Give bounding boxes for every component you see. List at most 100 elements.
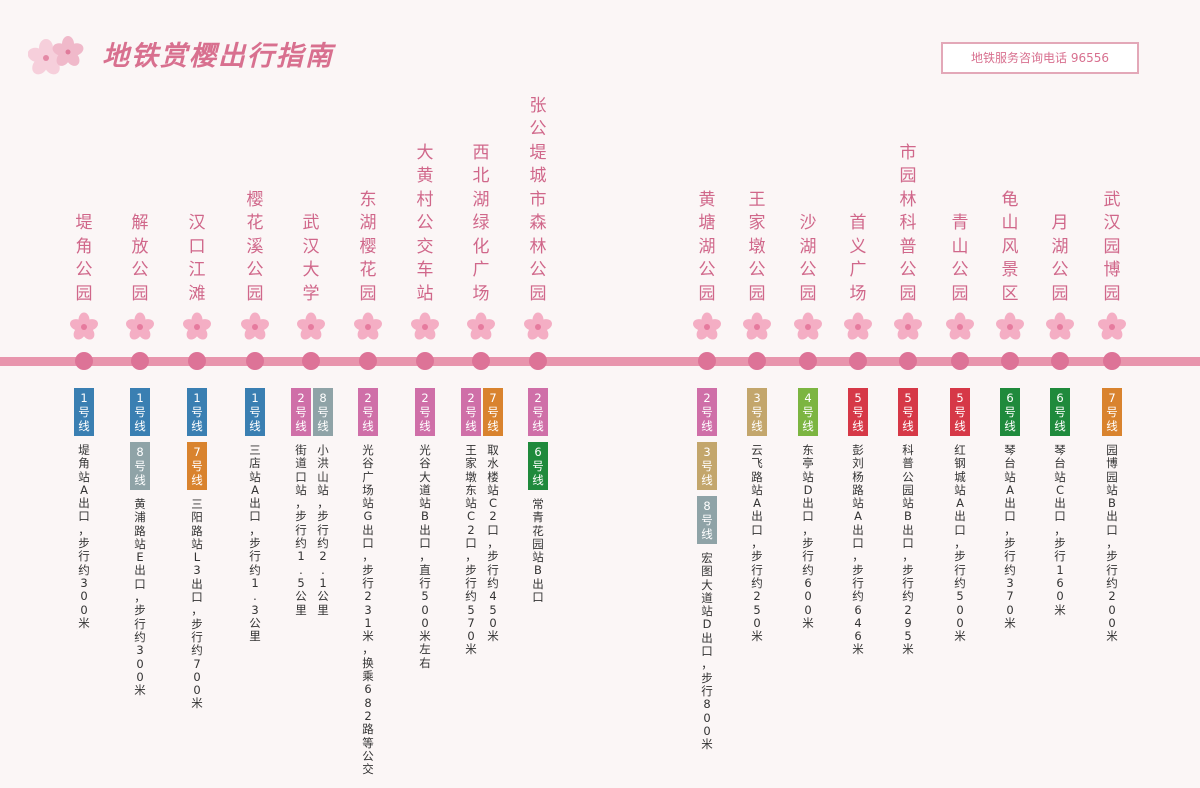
station-dot xyxy=(416,352,434,370)
cherry-blossom-icon xyxy=(467,312,495,340)
station-name: 西北湖绿化广场 xyxy=(472,142,490,304)
page-title: 地铁赏樱出行指南 xyxy=(102,41,334,72)
route-column: 2 号线 3 号线 8 号线宏图大道站 D 出口，步行 8 0 0 米 xyxy=(697,388,717,751)
exit-directions: 小洪山站，步行约 2. 1 公里 xyxy=(317,443,329,617)
cherry-blossom-icon xyxy=(126,312,154,340)
station-dot xyxy=(799,352,817,370)
route-column: 7 号线园博园站 B 出口，步行约 2 0 0 米 xyxy=(1102,388,1122,643)
station-dot xyxy=(1001,352,1019,370)
station-dot xyxy=(75,352,93,370)
station-name: 解放公园 xyxy=(131,213,149,304)
exit-directions: 三店站 A 出口，步行约 1. 3 公里 xyxy=(249,443,261,644)
route-column: 4 号线东亭站 D 出口，步行约 6 0 0 米 xyxy=(798,388,818,630)
station-name: 沙湖公园 xyxy=(799,213,817,304)
route-column: 2 号线王家墩东站 C 2 口，步行约 5 7 0 米 xyxy=(461,388,481,657)
cherry-blossom-icon xyxy=(794,312,822,340)
exit-directions: 三阳路站 L 3 出口，步行约 7 0 0 米 xyxy=(191,497,203,711)
exit-directions: 园博园站 B 出口，步行约 2 0 0 米 xyxy=(1106,443,1118,644)
cherry-blossom-icon xyxy=(693,312,721,340)
exit-directions: 云飞路站 A 出口，步行约 2 5 0 米 xyxy=(751,443,763,644)
station-dot xyxy=(899,352,917,370)
metro-line-rail xyxy=(0,357,1200,366)
route-column: 1 号线堤角站 A 出口，步行约 3 0 0 米 xyxy=(74,388,94,630)
service-hotline: 地铁服务咨询电话 96556 xyxy=(941,42,1139,74)
station-dot xyxy=(698,352,716,370)
cherry-blossom-icon xyxy=(70,312,98,340)
cherry-blossom-icon xyxy=(946,312,974,340)
station-dot xyxy=(359,352,377,370)
route-column: 1 号线 8 号线黄浦路站 E 出口，步行约 3 0 0 米 xyxy=(130,388,150,697)
route-column: 5 号线科普公园站 B 出口，步行约 2 9 5 米 xyxy=(898,388,918,657)
station-dot xyxy=(1103,352,1121,370)
station-dot xyxy=(246,352,264,370)
exit-directions: 东亭站 D 出口，步行约 6 0 0 米 xyxy=(802,443,814,630)
station-name: 月湖公园 xyxy=(1051,213,1069,304)
station-name: 堤角公园 xyxy=(75,213,93,304)
exit-directions: 彭刘杨路站 A 出口，步行约 6 4 6 米 xyxy=(852,443,864,657)
station-dot xyxy=(131,352,149,370)
route-column: 2 号线光谷广场站 G 出口，步行 2 3 1 米，换乘 6 8 2 路等公交 xyxy=(358,388,378,776)
cherry-blossom-icon xyxy=(297,312,325,340)
station-dot xyxy=(188,352,206,370)
route-column: 6 号线琴台站 C 出口，步行 1 6 0 米 xyxy=(1050,388,1070,617)
station-dot xyxy=(472,352,490,370)
exit-directions: 琴台站 C 出口，步行 1 6 0 米 xyxy=(1054,443,1066,617)
exit-directions: 红钢城站 A 出口，步行约 5 0 0 米 xyxy=(954,443,966,644)
cherry-blossom-icon xyxy=(1046,312,1074,340)
station-dot xyxy=(748,352,766,370)
route-column: 5 号线彭刘杨路站 A 出口，步行约 6 4 6 米 xyxy=(848,388,868,657)
cherry-blossom-icon xyxy=(996,312,1024,340)
exit-directions: 宏图大道站 D 出口，步行 8 0 0 米 xyxy=(701,551,713,752)
station-name: 汉口江滩 xyxy=(188,213,206,304)
route-column: 7 号线取水楼站 C 2 口，步行约 4 5 0 米 xyxy=(483,388,503,643)
cherry-blossom-icon xyxy=(241,312,269,340)
route-column: 1 号线 7 号线三阳路站 L 3 出口，步行约 7 0 0 米 xyxy=(187,388,207,711)
exit-directions: 取水楼站 C 2 口，步行约 4 5 0 米 xyxy=(487,443,499,644)
station-name: 王家墩公园 xyxy=(748,189,766,304)
exit-directions: 黄浦路站 E 出口，步行约 3 0 0 米 xyxy=(134,497,146,698)
station-name: 首义广场 xyxy=(849,213,867,304)
exit-directions: 光谷大道站 B 出口，直行 5 0 0 米左右 xyxy=(419,443,431,670)
station-name: 张公堤城市森林公园 xyxy=(529,95,547,304)
cherry-blossom-icon xyxy=(1098,312,1126,340)
station-name: 武汉园博园 xyxy=(1103,189,1121,304)
station-name: 樱花溪公园 xyxy=(246,189,264,304)
route-column: 2 号线街道口站，步行约 1. 5 公里 xyxy=(291,388,311,617)
cherry-blossom-icon xyxy=(28,36,84,75)
station-name: 龟山风景区 xyxy=(1001,189,1019,304)
station-name: 武汉大学 xyxy=(302,213,320,304)
station-name: 青山公园 xyxy=(951,213,969,304)
cherry-blossom-icon xyxy=(524,312,552,340)
station-name: 东湖樱花园 xyxy=(359,189,377,304)
route-column: 3 号线云飞路站 A 出口，步行约 2 5 0 米 xyxy=(747,388,767,643)
cherry-blossom-icon xyxy=(354,312,382,340)
cherry-blossom-icon xyxy=(844,312,872,340)
route-column: 2 号线光谷大道站 B 出口，直行 5 0 0 米左右 xyxy=(415,388,435,670)
cherry-blossom-icon xyxy=(894,312,922,340)
route-column: 1 号线三店站 A 出口，步行约 1. 3 公里 xyxy=(245,388,265,643)
route-column: 6 号线琴台站 A 出口，步行约 3 7 0 米 xyxy=(1000,388,1020,630)
route-column: 8 号线小洪山站，步行约 2. 1 公里 xyxy=(313,388,333,617)
exit-directions: 街道口站，步行约 1. 5 公里 xyxy=(295,443,307,617)
